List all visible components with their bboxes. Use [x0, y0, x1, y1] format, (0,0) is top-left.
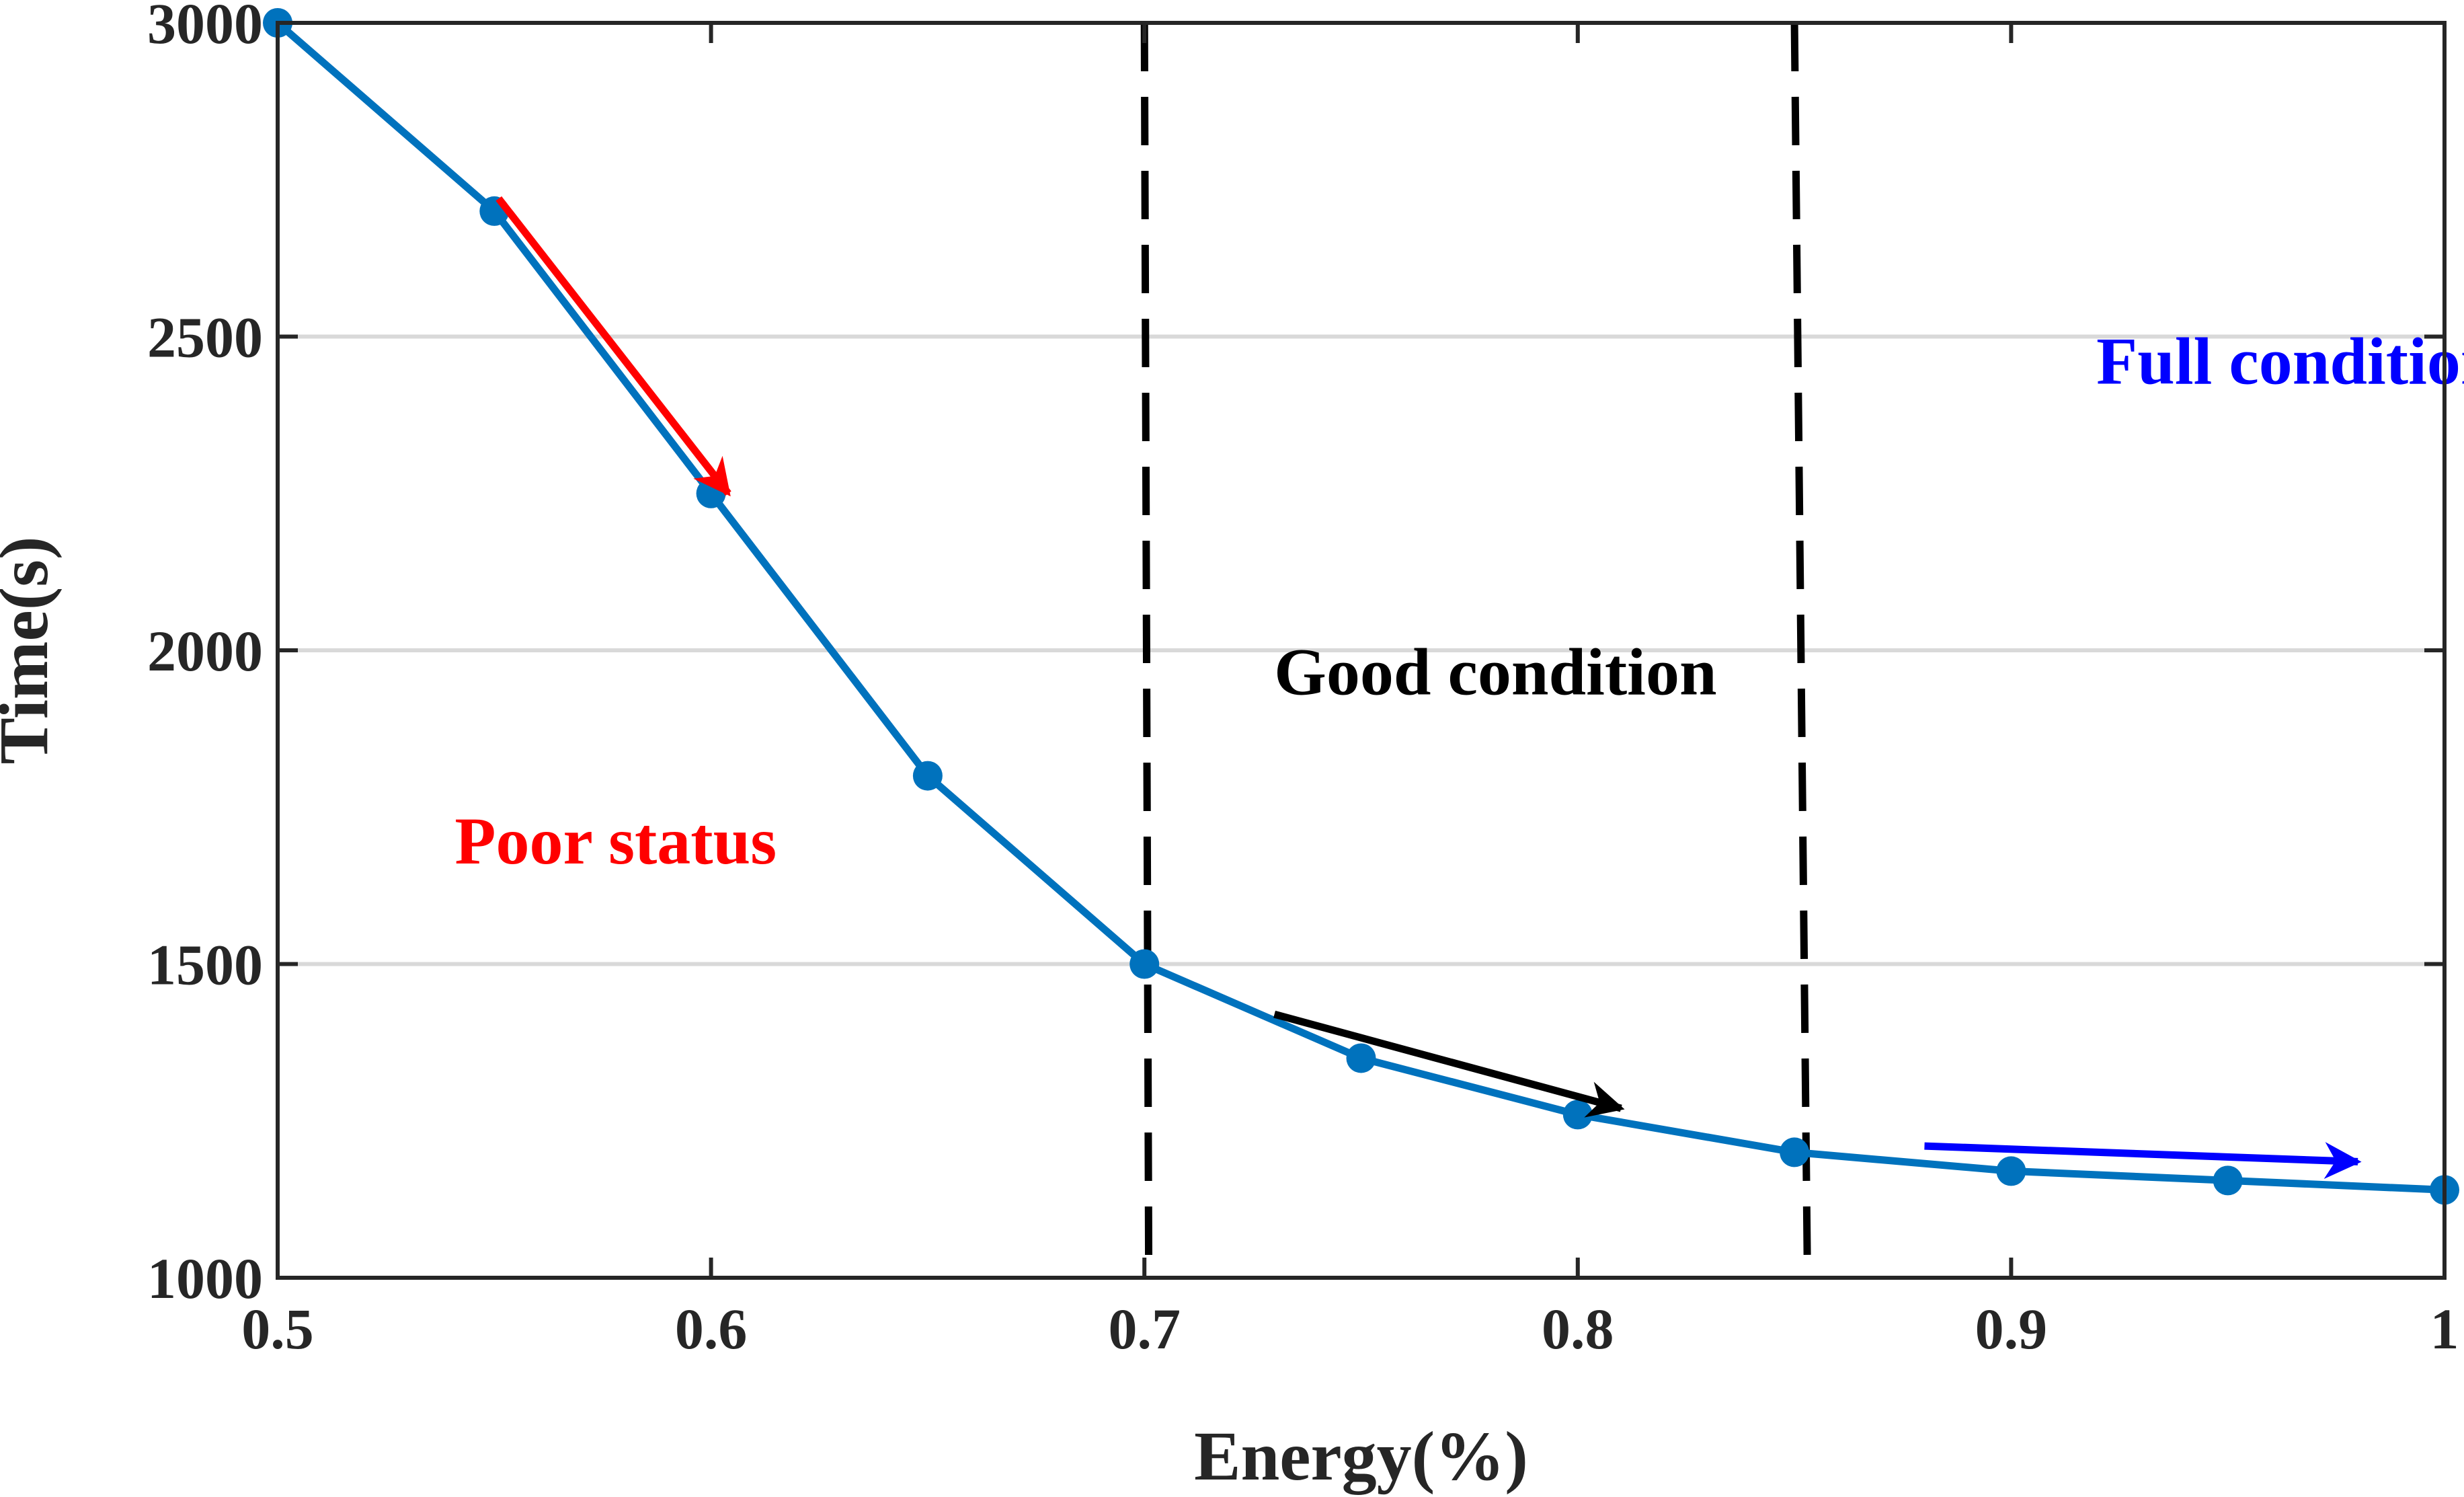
x-tick-label-5: 1 — [2430, 1297, 2459, 1361]
data-point-4 — [1129, 949, 1160, 979]
y-tick-label-4: 3000 — [147, 0, 263, 56]
gridlines — [278, 334, 2445, 966]
data-point-7 — [1780, 1137, 1810, 1167]
data-point-3 — [912, 761, 943, 791]
x-tick-label-4: 0.9 — [1975, 1297, 2048, 1361]
trend-arrow-1 — [1273, 1010, 1625, 1118]
data-point-8 — [1996, 1156, 2026, 1186]
data-point-6 — [1562, 1100, 1593, 1130]
y-axis-title: Time(s) — [0, 537, 63, 765]
series-line-0 — [275, 20, 2445, 1194]
divider-line-1 — [1790, 22, 1811, 1278]
trend-arrow-0 — [495, 196, 731, 497]
annotations: Poor status Good condition Full condition — [454, 323, 2464, 878]
data-point-9 — [2213, 1165, 2243, 1196]
divider-lines — [1140, 22, 1811, 1278]
annotation-1: Good condition — [1274, 634, 1717, 709]
y-tick-label-0: 1000 — [147, 1246, 263, 1311]
series-layer — [263, 8, 2459, 1205]
y-tick-label-3: 2500 — [147, 305, 263, 370]
x-tick-label-0: 0.5 — [241, 1297, 314, 1361]
trend-arrows — [495, 196, 2362, 1180]
x-tick-label-1: 0.6 — [675, 1297, 748, 1361]
annotation-2: Full condition — [2096, 323, 2464, 398]
annotation-0: Poor status — [454, 804, 777, 878]
y-axis-ticks: 1000 1500 2000 2500 3000 — [147, 0, 2445, 1311]
trend-arrow-2 — [1924, 1142, 2362, 1180]
x-tick-label-2: 0.7 — [1108, 1297, 1181, 1361]
y-tick-label-2: 2000 — [147, 619, 263, 683]
data-point-5 — [1346, 1043, 1376, 1073]
y-tick-label-1: 1500 — [147, 933, 263, 997]
x-axis-title: Energy(%) — [1194, 1418, 1528, 1495]
x-tick-label-3: 0.8 — [1542, 1297, 1614, 1361]
divider-line-0 — [1140, 22, 1153, 1278]
x-axis-ticks: 0.5 0.6 0.7 0.8 0.9 1 — [241, 23, 2459, 1361]
